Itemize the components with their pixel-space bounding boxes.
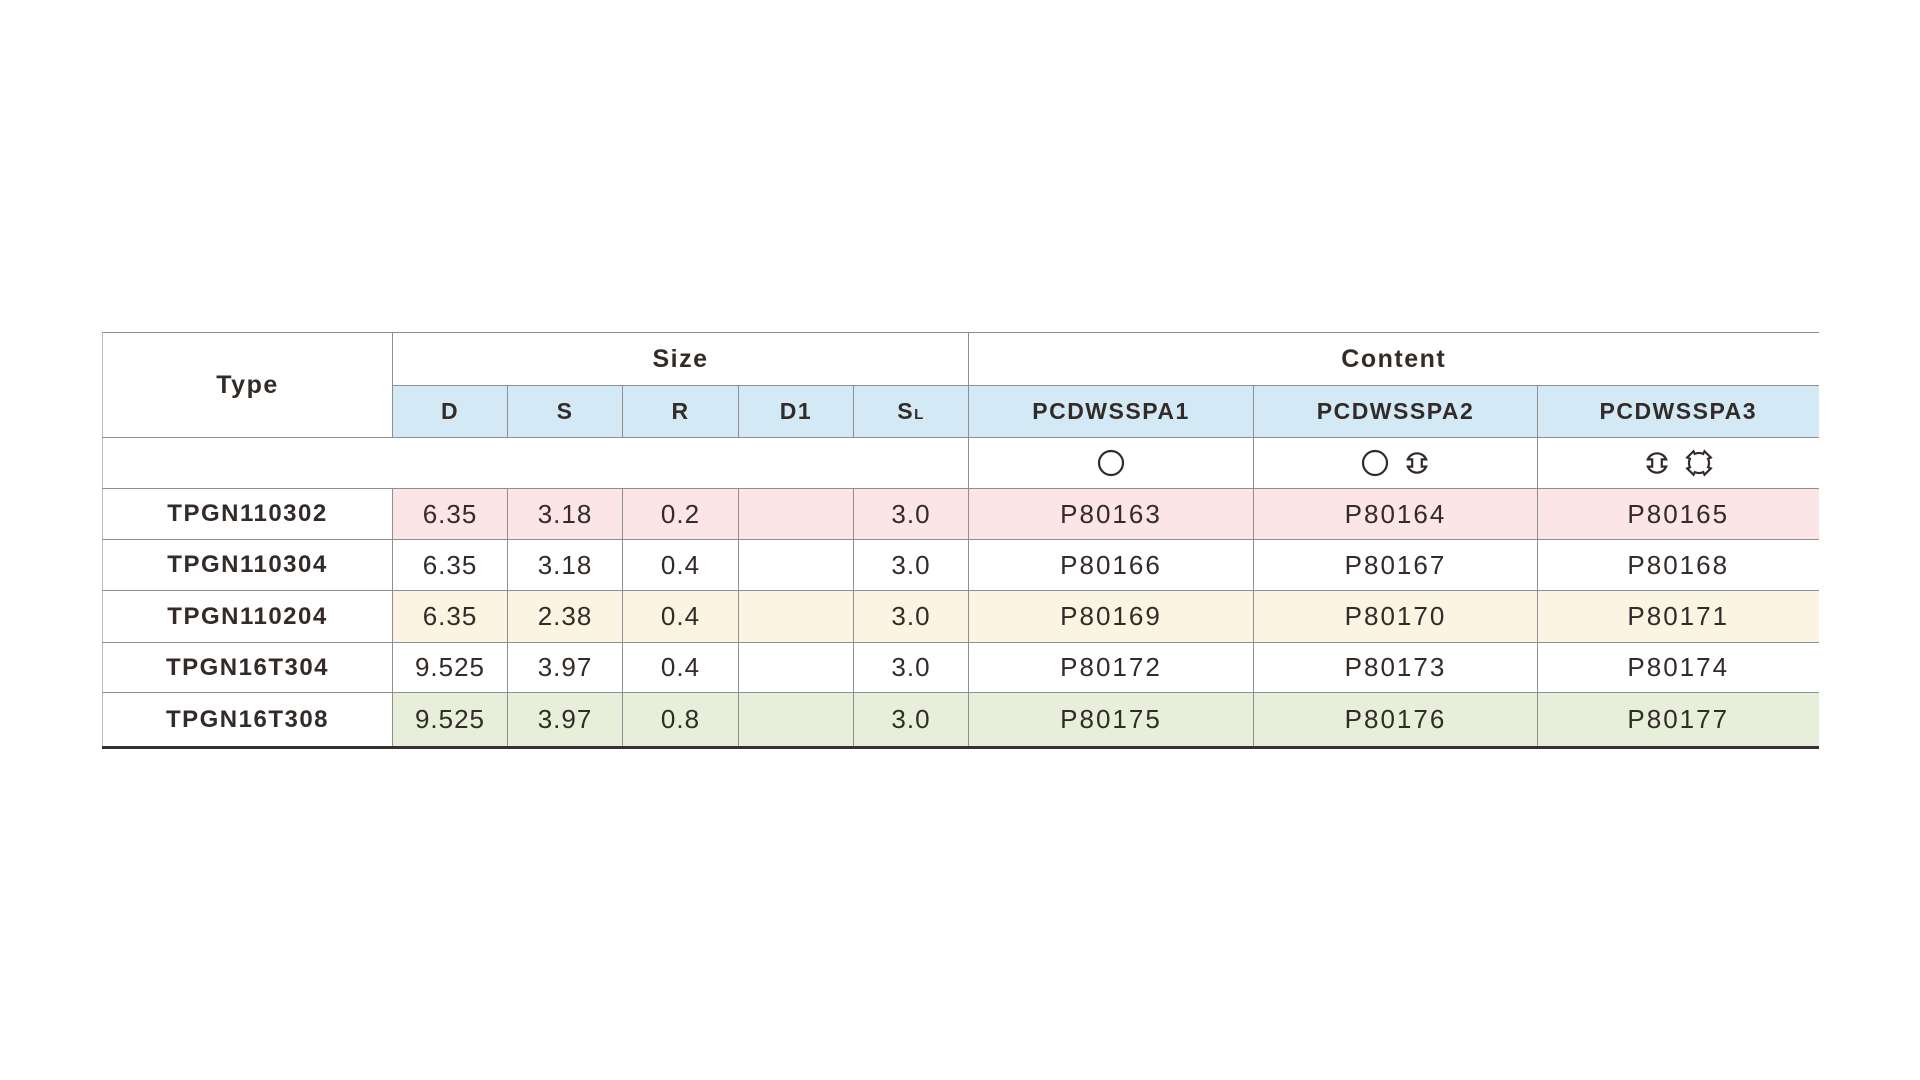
size-sl-cell: 3.0 (853, 692, 969, 749)
content-code-cell: P80166 (968, 539, 1254, 591)
content-group-header: Content (968, 332, 1819, 386)
table-row: TPGN16T304 9.525 3.97 0.4 3.0 P80172 P80… (102, 642, 1819, 693)
content-code-cell: P80174 (1537, 642, 1819, 693)
size-d-cell: 6.35 (392, 590, 508, 643)
sl-sub-letter: L (914, 406, 925, 423)
light-interrupted-cut-icon (1403, 449, 1431, 477)
content-code-cell: P80168 (1537, 539, 1819, 591)
size-col-d1-header: D1 (738, 385, 854, 438)
type-cell: TPGN110304 (102, 539, 393, 591)
sl-main-letter: S (897, 398, 915, 424)
size-s-cell: 3.18 (507, 539, 623, 591)
size-d1-cell (738, 692, 854, 749)
content-code-cell: P80170 (1253, 590, 1538, 643)
type-cell: TPGN110204 (102, 590, 393, 643)
application-symbols-pcdwsspa3 (1537, 437, 1819, 489)
size-d1-cell (738, 642, 854, 693)
content-col-pcdwsspa3-header: PCDWSSPA3 (1537, 385, 1819, 438)
content-code-cell: P80169 (968, 590, 1254, 643)
size-s-cell: 3.97 (507, 692, 623, 749)
heavy-interrupted-cut-icon (1685, 449, 1713, 477)
size-sl-cell: 3.0 (853, 590, 969, 643)
content-code-cell: P80177 (1537, 692, 1819, 749)
insert-spec-table: Type Size Content D S R D1 SL PCDWSSPA1 … (102, 332, 1819, 749)
size-d1-cell (738, 539, 854, 591)
table-row: TPGN16T308 9.525 3.97 0.8 3.0 P80175 P80… (102, 692, 1819, 749)
application-symbols-pcdwsspa2 (1253, 437, 1538, 489)
content-code-cell: P80175 (968, 692, 1254, 749)
size-d-cell: 9.525 (392, 642, 508, 693)
size-d-cell: 6.35 (392, 488, 508, 540)
type-column-header: Type (102, 332, 393, 438)
content-code-cell: P80164 (1253, 488, 1538, 540)
content-code-cell: P80163 (968, 488, 1254, 540)
continuous-cut-circle-icon (1097, 449, 1125, 477)
size-r-cell: 0.4 (622, 642, 739, 693)
size-col-d-header: D (392, 385, 508, 438)
size-sl-cell: 3.0 (853, 539, 969, 591)
size-sl-cell: 3.0 (853, 642, 969, 693)
size-s-cell: 3.97 (507, 642, 623, 693)
application-symbols-pcdwsspa1 (968, 437, 1254, 489)
size-sl-cell: 3.0 (853, 488, 969, 540)
size-col-s-header: S (507, 385, 623, 438)
content-code-cell: P80167 (1253, 539, 1538, 591)
table-row: TPGN110204 6.35 2.38 0.4 3.0 P80169 P801… (102, 590, 1819, 643)
size-d-cell: 9.525 (392, 692, 508, 749)
type-cell: TPGN16T304 (102, 642, 393, 693)
size-r-cell: 0.2 (622, 488, 739, 540)
size-group-header: Size (392, 332, 969, 386)
size-r-cell: 0.4 (622, 539, 739, 591)
type-cell: TPGN110302 (102, 488, 393, 540)
size-s-cell: 2.38 (507, 590, 623, 643)
size-d1-cell (738, 488, 854, 540)
size-d1-cell (738, 590, 854, 643)
symbols-row-spacer (102, 437, 969, 489)
content-code-cell: P80172 (968, 642, 1254, 693)
type-cell: TPGN16T308 (102, 692, 393, 749)
table-row: TPGN110302 6.35 3.18 0.2 3.0 P80163 P801… (102, 488, 1819, 540)
content-col-pcdwsspa2-header: PCDWSSPA2 (1253, 385, 1538, 438)
content-col-pcdwsspa1-header: PCDWSSPA1 (968, 385, 1254, 438)
continuous-cut-circle-icon (1361, 449, 1389, 477)
content-code-cell: P80171 (1537, 590, 1819, 643)
size-r-cell: 0.4 (622, 590, 739, 643)
size-col-r-header: R (622, 385, 739, 438)
content-code-cell: P80173 (1253, 642, 1538, 693)
size-r-cell: 0.8 (622, 692, 739, 749)
table-row: TPGN110304 6.35 3.18 0.4 3.0 P80166 P801… (102, 539, 1819, 591)
content-code-cell: P80176 (1253, 692, 1538, 749)
content-code-cell: P80165 (1537, 488, 1819, 540)
size-d-cell: 6.35 (392, 539, 508, 591)
size-col-sl-header: SL (853, 385, 969, 438)
light-interrupted-cut-icon (1643, 449, 1671, 477)
size-s-cell: 3.18 (507, 488, 623, 540)
